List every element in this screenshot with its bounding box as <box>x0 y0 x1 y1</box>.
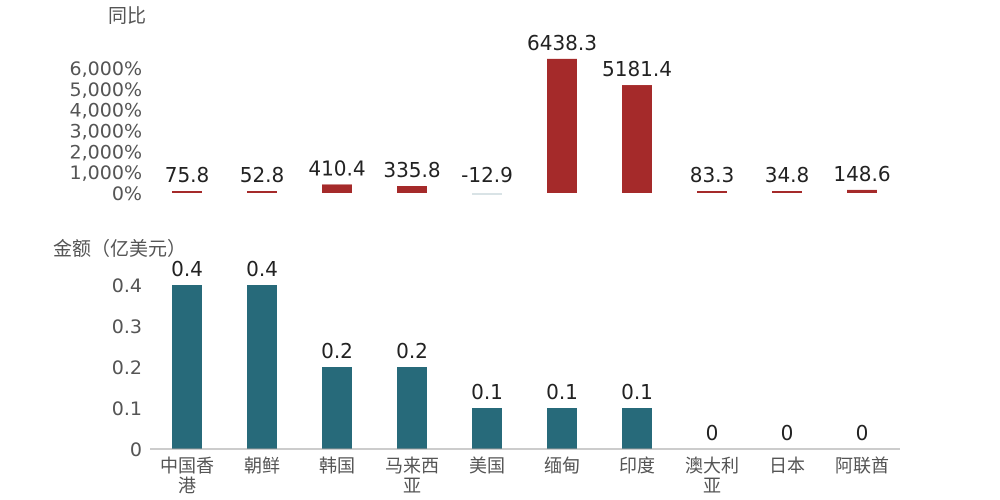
yoy-data-label: 34.8 <box>765 163 810 187</box>
amount-data-label: 0 <box>856 421 869 445</box>
yoy-data-label: 75.8 <box>165 163 210 187</box>
category-label: 美国 <box>469 456 505 477</box>
amount-y-tick: 0.2 <box>112 357 142 379</box>
amount-bar-马来西亚 <box>397 367 427 449</box>
yoy-axis-title: 同比 <box>108 5 146 27</box>
amount-bar-缅甸 <box>547 408 577 449</box>
yoy-data-label: -12.9 <box>461 163 513 187</box>
amount-category-labels: 中国香港 朝鲜 韩国 马来西亚 美国 缅甸 印度 澳大利亚 日本 阿联酋 <box>160 456 889 497</box>
yoy-bar-日本 <box>772 191 802 193</box>
yoy-bars <box>172 58 877 195</box>
yoy-y-tick: 1,000% <box>70 162 142 184</box>
category-label: 朝鲜 <box>244 456 280 477</box>
amount-bar-朝鲜 <box>247 285 277 449</box>
yoy-bar-马来西亚 <box>397 186 427 193</box>
amount-y-ticks: 0 0.1 0.2 0.3 0.4 <box>112 275 142 461</box>
yoy-bar-朝鲜 <box>247 191 277 193</box>
amount-data-labels: 0.4 0.4 0.2 0.2 0.1 0.1 0.1 0 0 0 <box>171 257 868 445</box>
yoy-y-tick: 6,000% <box>70 58 142 80</box>
amount-bars <box>172 285 652 449</box>
yoy-data-label: 52.8 <box>240 163 285 187</box>
yoy-y-tick: 4,000% <box>70 100 142 122</box>
amount-chart: 金额（亿美元） 0 0.1 0.2 0.3 0.4 0.4 0.4 0.2 0.2 0.1 0.1… <box>53 238 900 497</box>
category-label: 中国香港 <box>160 456 214 497</box>
amount-data-label: 0.1 <box>546 380 578 404</box>
yoy-data-label: 6438.3 <box>527 31 597 55</box>
amount-bar-美国 <box>472 408 502 449</box>
yoy-chart: 同比 0%1,000%2,000%3,000%4,000%5,000%6,000… <box>70 5 891 205</box>
amount-data-label: 0.2 <box>396 339 428 363</box>
amount-data-label: 0.4 <box>246 257 278 281</box>
amount-bar-韩国 <box>322 367 352 449</box>
category-label: 韩国 <box>319 456 355 477</box>
yoy-y-tick: 0% <box>112 183 142 205</box>
yoy-bar-阿联酋 <box>847 189 877 193</box>
amount-bar-印度 <box>622 408 652 449</box>
yoy-bar-中国香港 <box>172 191 202 193</box>
amount-data-label: 0.1 <box>621 380 653 404</box>
amount-data-label: 0.2 <box>321 339 353 363</box>
category-label: 澳大利亚 <box>685 456 739 497</box>
category-label: 印度 <box>619 456 655 477</box>
yoy-data-label: 148.6 <box>833 162 890 186</box>
yoy-data-label: 5181.4 <box>602 57 672 81</box>
amount-y-tick: 0 <box>130 439 142 461</box>
yoy-bar-美国 <box>472 193 502 195</box>
amount-y-tick: 0.1 <box>112 398 142 420</box>
yoy-data-label: 335.8 <box>383 158 440 182</box>
amount-data-label: 0 <box>781 421 794 445</box>
yoy-y-tick: 3,000% <box>70 121 142 143</box>
amount-axis-title: 金额（亿美元） <box>53 238 186 260</box>
yoy-bar-韩国 <box>322 184 352 193</box>
amount-data-label: 0.1 <box>471 380 503 404</box>
amount-y-tick: 0.4 <box>112 275 142 297</box>
yoy-y-tick: 2,000% <box>70 141 142 163</box>
yoy-y-ticks: 0%1,000%2,000%3,000%4,000%5,000%6,000% <box>70 58 142 205</box>
yoy-y-tick: 5,000% <box>70 79 142 101</box>
yoy-data-label: 410.4 <box>308 156 365 180</box>
category-label: 日本 <box>769 456 805 477</box>
category-label: 阿联酋 <box>835 456 889 477</box>
category-label: 缅甸 <box>544 456 580 477</box>
yoy-bar-印度 <box>622 85 652 193</box>
category-label: 马来西亚 <box>385 456 439 497</box>
amount-data-label: 0.4 <box>171 257 203 281</box>
amount-y-tick: 0.3 <box>112 316 142 338</box>
yoy-bar-缅甸 <box>547 58 577 194</box>
amount-bar-中国香港 <box>172 285 202 449</box>
amount-data-label: 0 <box>706 421 719 445</box>
yoy-bar-澳大利亚 <box>697 191 727 193</box>
yoy-data-label: 83.3 <box>690 163 735 187</box>
